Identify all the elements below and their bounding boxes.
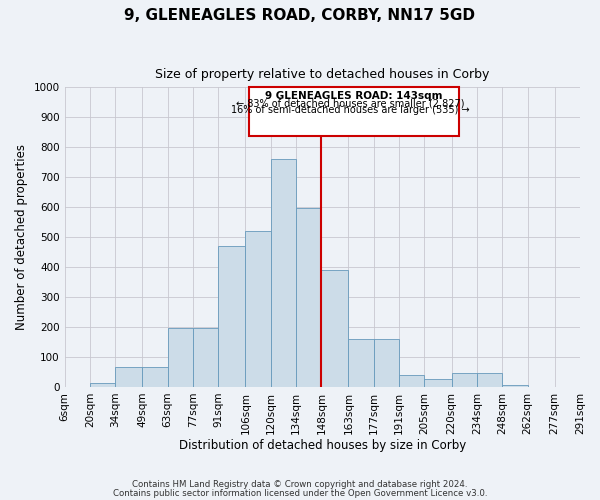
Bar (115, 368, 142, 387)
Text: 16% of semi-detached houses are larger (535) →: 16% of semi-detached houses are larger (… (231, 105, 470, 115)
Text: Contains public sector information licensed under the Open Government Licence v3: Contains public sector information licen… (113, 489, 487, 498)
Bar (374, 339, 399, 387)
Bar (477, 374, 502, 387)
Bar (271, 159, 296, 387)
Text: 9, GLENEAGLES ROAD, CORBY, NN17 5GD: 9, GLENEAGLES ROAD, CORBY, NN17 5GD (125, 8, 476, 22)
Bar (142, 368, 167, 387)
Title: Size of property relative to detached houses in Corby: Size of property relative to detached ho… (155, 68, 490, 82)
Bar (424, 380, 452, 387)
Text: 9 GLENEAGLES ROAD: 143sqm: 9 GLENEAGLES ROAD: 143sqm (265, 92, 443, 102)
Bar (167, 328, 193, 387)
X-axis label: Distribution of detached houses by size in Corby: Distribution of detached houses by size … (179, 440, 466, 452)
Text: Contains HM Land Registry data © Crown copyright and database right 2024.: Contains HM Land Registry data © Crown c… (132, 480, 468, 489)
Y-axis label: Number of detached properties: Number of detached properties (15, 144, 28, 330)
Bar (399, 375, 424, 387)
Bar (502, 384, 527, 387)
Bar (349, 339, 374, 387)
Bar (90, 383, 115, 387)
Bar (296, 208, 322, 387)
FancyBboxPatch shape (249, 87, 459, 136)
Bar (218, 246, 245, 387)
Text: ← 83% of detached houses are smaller (2,827): ← 83% of detached houses are smaller (2,… (236, 99, 464, 109)
Bar (322, 270, 349, 387)
Bar (452, 374, 477, 387)
Bar (245, 231, 271, 387)
Bar (193, 328, 218, 387)
